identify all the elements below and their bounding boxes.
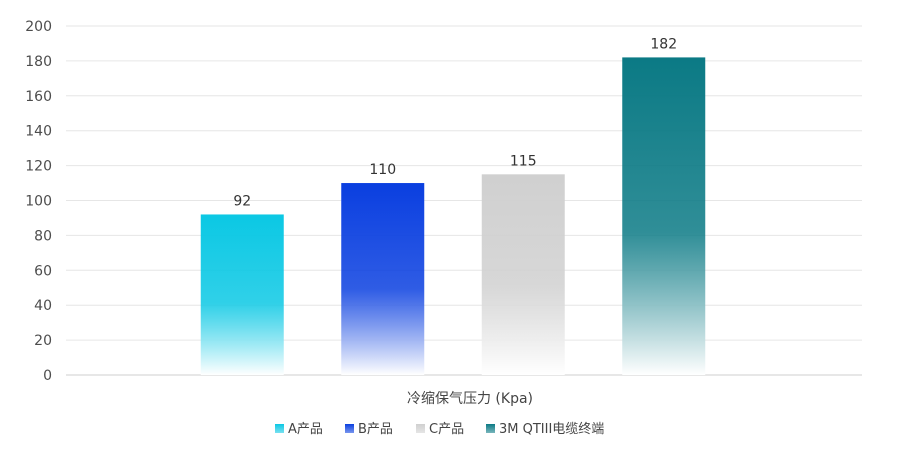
y-tick-label: 20 (34, 333, 52, 349)
legend-swatch (416, 424, 425, 433)
bar[interactable] (622, 57, 706, 375)
gridlines (66, 25, 862, 376)
legend-swatch (275, 424, 284, 433)
y-axis-ticks: 0 20 40 60 80 100 120 140 160 180 200 (25, 19, 52, 384)
legend-item-label[interactable]: C产品 (429, 422, 464, 437)
data-labels: 92 110 115 182 (233, 36, 677, 209)
data-label: 182 (650, 36, 677, 52)
y-tick-label: 120 (25, 159, 52, 175)
y-tick-label: 200 (25, 19, 52, 35)
legend: A产品 B产品 C产品 3M QTIII电缆终端 (275, 421, 604, 437)
data-label: 110 (369, 162, 396, 178)
y-tick-label: 160 (25, 89, 52, 105)
legend-item-label[interactable]: 3M QTIII电缆终端 (499, 421, 604, 437)
legend-swatch (345, 424, 354, 433)
y-tick-label: 40 (34, 298, 52, 314)
legend-item-label[interactable]: B产品 (358, 422, 393, 437)
bar[interactable] (481, 174, 565, 375)
data-label: 92 (233, 193, 251, 209)
y-tick-label: 0 (43, 368, 52, 384)
y-tick-label: 140 (25, 124, 52, 140)
y-tick-label: 100 (25, 194, 52, 210)
bar[interactable] (200, 214, 284, 375)
data-label: 115 (510, 153, 537, 169)
x-axis-label: 冷缩保气压力 (Kpa) (407, 391, 533, 407)
legend-item-label[interactable]: A产品 (288, 422, 323, 437)
y-tick-label: 80 (34, 228, 52, 244)
y-tick-label: 60 (34, 263, 52, 279)
y-tick-label: 180 (25, 54, 52, 70)
legend-swatch (486, 424, 495, 433)
bars (200, 57, 706, 375)
bar[interactable] (341, 183, 425, 375)
